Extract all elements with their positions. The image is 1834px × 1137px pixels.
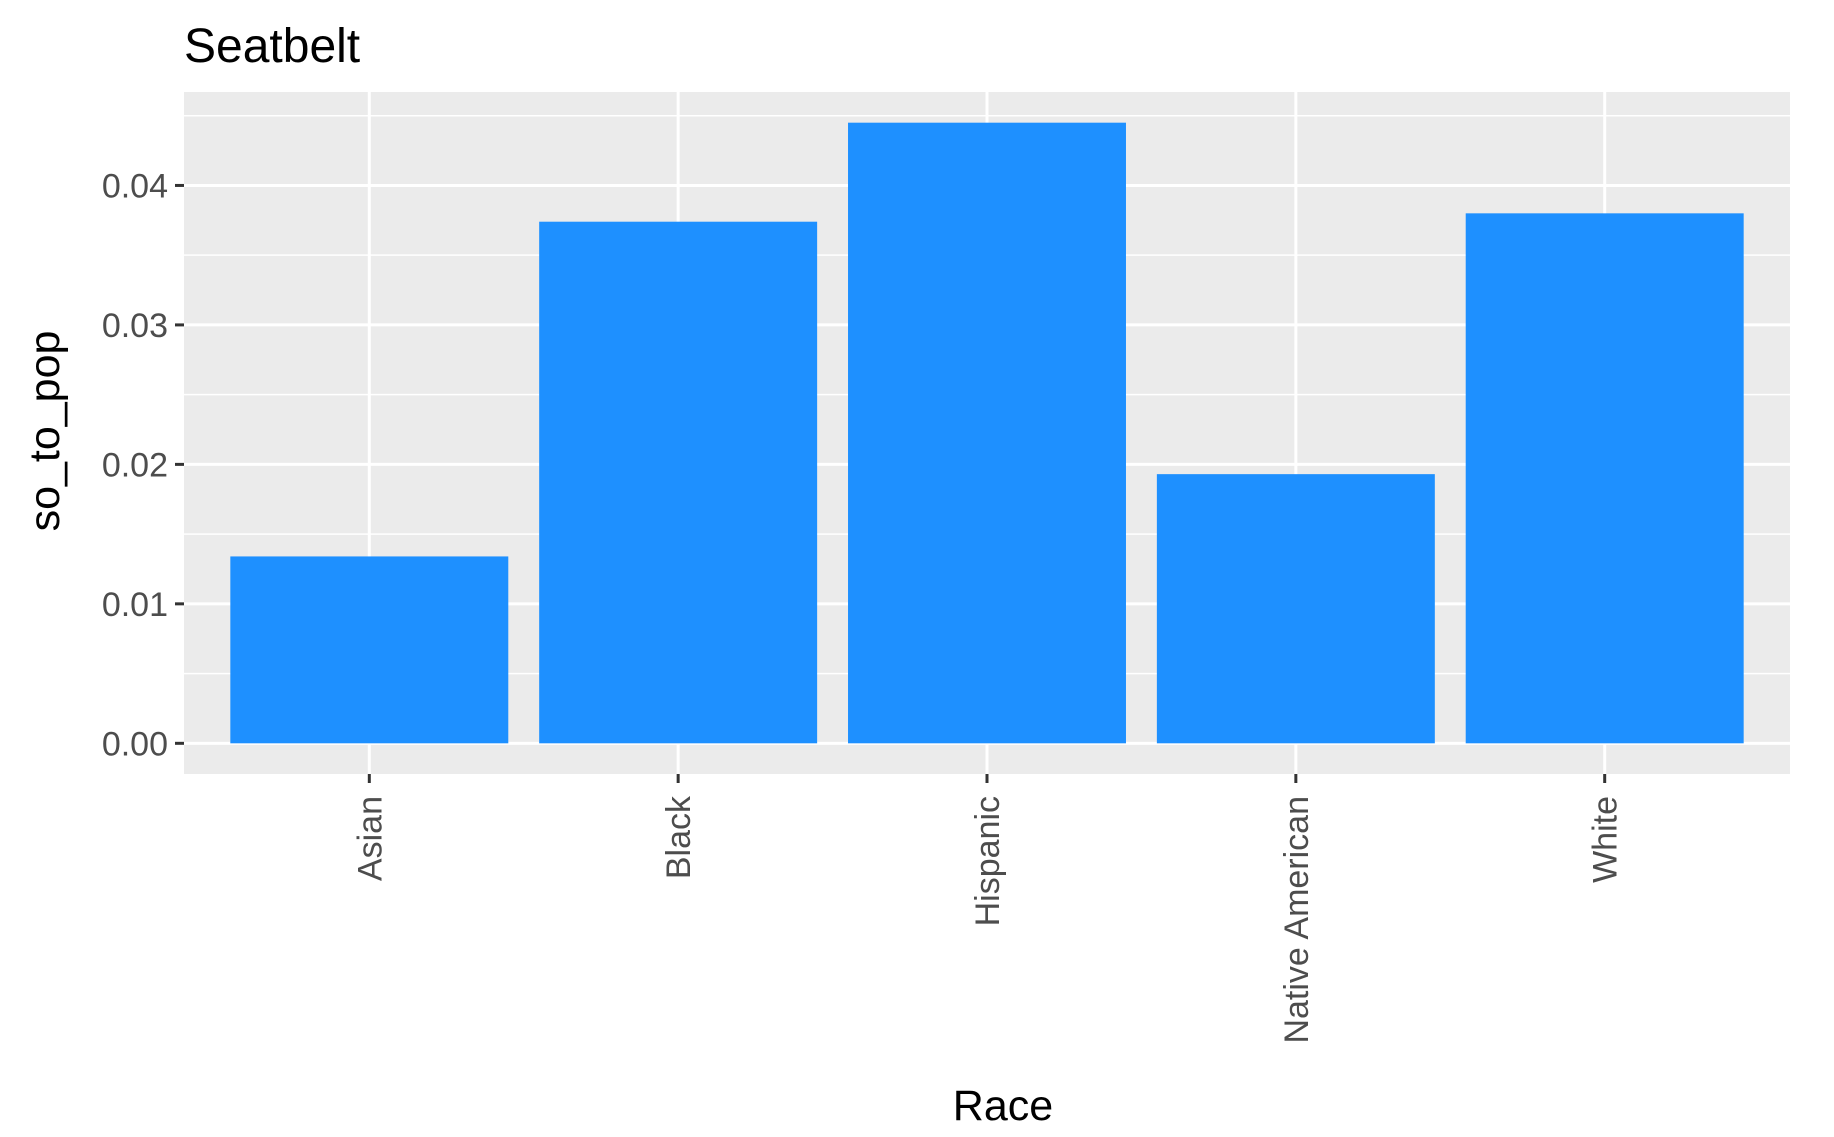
y-tick-label: 0.02	[102, 446, 168, 484]
y-tick-label: 0.04	[102, 167, 168, 205]
bars	[230, 122, 1744, 744]
y-axis: 0.00 0.01 0.02 0.03 0.04	[102, 167, 184, 763]
y-tick-label: 0.01	[102, 586, 168, 624]
bar-black	[539, 221, 818, 744]
x-axis-title: Race	[953, 1082, 1053, 1130]
y-tick-label: 0.03	[102, 307, 168, 345]
x-axis: Asian Black Hispanic Native American White	[351, 774, 1625, 1044]
x-tick-label: Black	[660, 795, 698, 879]
bar-native-american	[1156, 474, 1435, 744]
bar-asian	[230, 556, 509, 744]
x-tick-label: Hispanic	[969, 796, 1007, 926]
y-axis-title: so_to_pop	[21, 331, 69, 532]
x-tick-label: Native American	[1278, 796, 1316, 1044]
x-tick-label: White	[1587, 796, 1625, 883]
chart-title: Seatbelt	[184, 20, 360, 73]
bar-white	[1465, 213, 1744, 744]
y-tick-label: 0.00	[102, 725, 168, 763]
x-tick-label: Asian	[351, 796, 389, 881]
bar-hispanic	[848, 122, 1126, 744]
